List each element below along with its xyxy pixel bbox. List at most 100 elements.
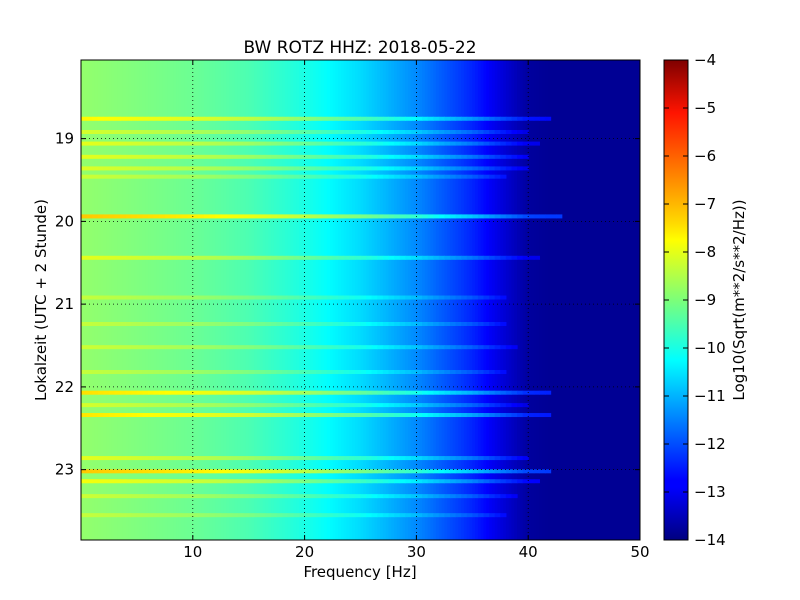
- band-segment: [192, 345, 199, 350]
- band-segment: [176, 174, 183, 179]
- band-segment: [310, 469, 317, 474]
- band-segment: [131, 456, 138, 461]
- spectrogram-column: [83, 60, 88, 540]
- spectrogram-column: [536, 60, 540, 540]
- band-segment: [276, 479, 283, 484]
- band-segment: [203, 479, 211, 484]
- band-segment: [265, 174, 272, 179]
- band-segment: [332, 456, 339, 461]
- band-segment: [103, 456, 110, 461]
- band-segment: [500, 513, 507, 518]
- band-segment: [399, 322, 406, 326]
- spectrogram-column: [525, 60, 529, 540]
- band-segment: [271, 494, 278, 499]
- spectrogram-column: [340, 60, 345, 540]
- band-segment: [304, 469, 311, 474]
- band-segment: [477, 479, 485, 484]
- band-segment: [114, 154, 121, 159]
- band-segment: [410, 370, 417, 374]
- band-segment: [243, 141, 250, 146]
- band-segment: [366, 494, 373, 499]
- band-segment: [489, 174, 496, 179]
- band-segment: [410, 130, 417, 134]
- band-segment: [153, 345, 160, 350]
- spectrogram-column: [567, 60, 571, 540]
- band-segment: [382, 390, 390, 395]
- band-segment: [170, 295, 177, 300]
- band-segment: [522, 255, 529, 260]
- band-segment: [81, 174, 88, 179]
- band-segment: [254, 166, 261, 171]
- band-segment: [114, 403, 121, 408]
- band-segment: [187, 479, 194, 484]
- band-segment: [276, 403, 283, 408]
- band-segment: [287, 469, 295, 474]
- band-segment: [349, 174, 356, 179]
- colorbar-tick-label: −9: [694, 291, 716, 309]
- band-segment: [338, 141, 345, 146]
- band-segment: [203, 390, 211, 395]
- band-segment: [477, 494, 485, 499]
- band-segment: [103, 494, 110, 499]
- band-segment: [310, 154, 317, 159]
- band-segment: [181, 345, 188, 350]
- band-segment: [81, 322, 88, 326]
- band-segment: [427, 513, 434, 518]
- band-segment: [354, 413, 362, 418]
- band-segment: [271, 322, 278, 326]
- band-segment: [382, 456, 390, 461]
- band-segment: [455, 295, 462, 300]
- spectrogram-column: [156, 60, 160, 540]
- band-segment: [382, 166, 390, 171]
- band-segment: [332, 413, 339, 418]
- band-segment: [226, 255, 233, 260]
- band-segment: [377, 403, 384, 408]
- band-segment: [187, 116, 194, 121]
- band-segment: [332, 494, 339, 499]
- band-segment: [528, 255, 535, 260]
- band-segment: [164, 166, 172, 171]
- band-segment: [455, 130, 462, 134]
- band-segment: [120, 390, 127, 395]
- band-segment: [338, 345, 345, 350]
- band-segment: [226, 116, 233, 121]
- band-segment: [449, 174, 457, 179]
- band-segment: [293, 154, 300, 159]
- band-segment: [192, 403, 199, 408]
- band-segment: [354, 456, 362, 461]
- band-segment: [125, 295, 132, 300]
- spectrogram-column: [145, 60, 149, 540]
- band-segment: [472, 370, 479, 374]
- band-segment: [148, 479, 155, 484]
- band-segment: [148, 174, 155, 179]
- band-segment: [198, 494, 205, 499]
- band-segment: [136, 390, 144, 395]
- spectrogram-column: [631, 60, 636, 540]
- band-segment: [483, 370, 490, 374]
- band-segment: [332, 513, 339, 518]
- band-segment: [159, 154, 166, 159]
- band-segment: [142, 214, 149, 219]
- band-segment: [427, 116, 434, 121]
- band-segment: [360, 154, 367, 159]
- band-segment: [86, 479, 93, 484]
- band-segment: [315, 403, 322, 408]
- band-segment: [388, 214, 395, 219]
- band-segment: [321, 494, 328, 499]
- band-segment: [220, 166, 227, 171]
- band-segment: [282, 390, 289, 395]
- band-segment: [231, 494, 239, 499]
- band-segment: [338, 413, 345, 418]
- band-segment: [310, 141, 317, 146]
- band-segment: [203, 413, 211, 418]
- band-segment: [444, 214, 451, 219]
- band-segment: [81, 154, 88, 159]
- band-segment: [114, 469, 121, 474]
- band-segment: [254, 295, 261, 300]
- band-segment: [433, 370, 440, 374]
- band-segment: [271, 413, 278, 418]
- band-segment: [310, 166, 317, 171]
- band-segment: [483, 413, 490, 418]
- band-segment: [125, 390, 132, 395]
- band-segment: [299, 494, 306, 499]
